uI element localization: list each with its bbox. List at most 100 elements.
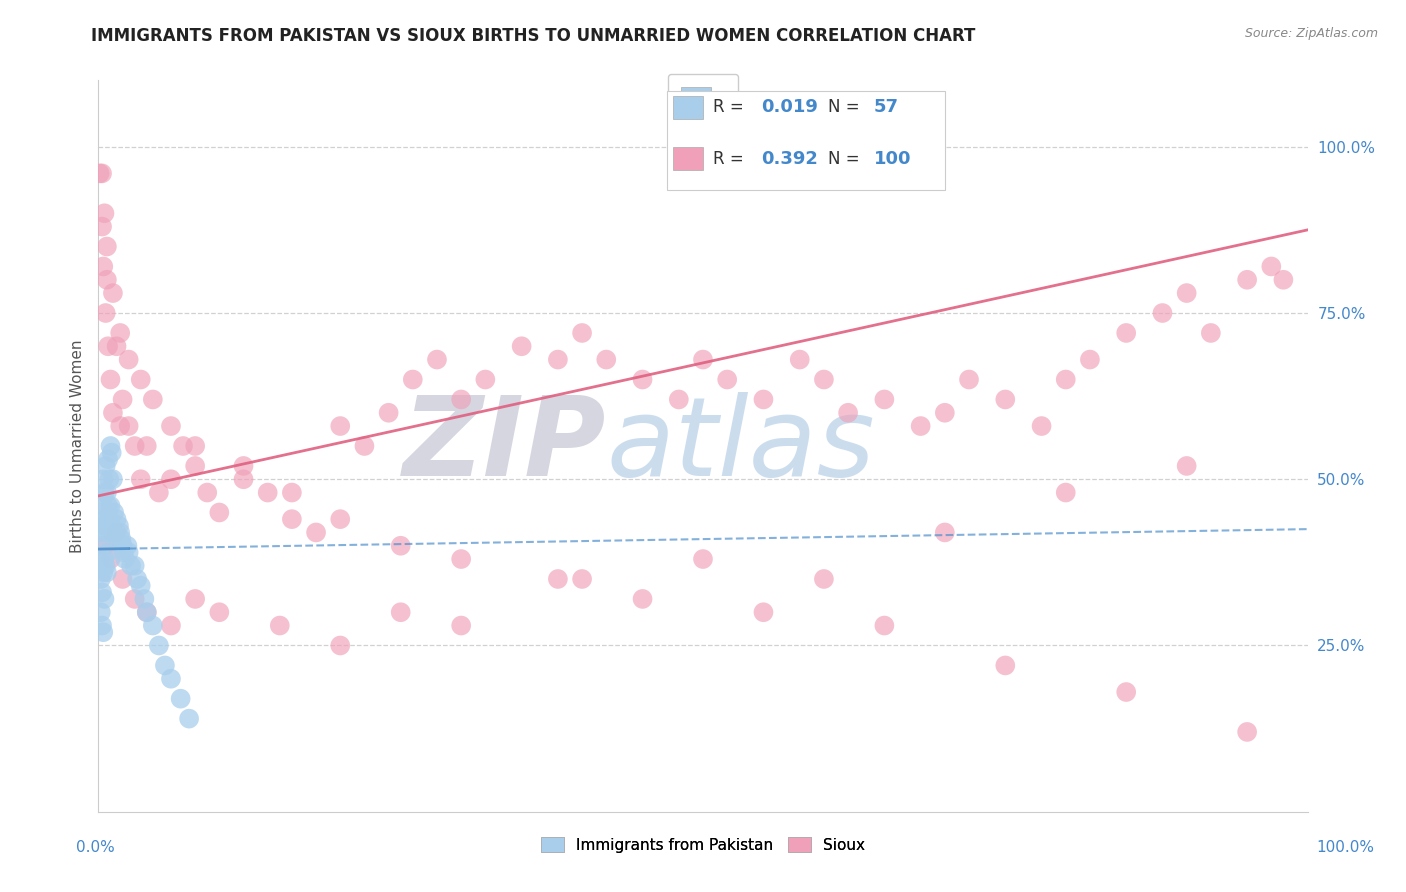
Point	[105, 525, 128, 540]
Point	[474, 372, 496, 386]
Point	[208, 605, 231, 619]
Point	[631, 591, 654, 606]
Point	[426, 352, 449, 367]
Point	[94, 512, 117, 526]
Point	[195, 485, 218, 500]
Point	[108, 326, 131, 340]
Point	[377, 406, 399, 420]
Text: Source: ZipAtlas.com: Source: ZipAtlas.com	[1244, 27, 1378, 40]
Point	[813, 372, 835, 386]
Point	[160, 618, 183, 632]
Point	[91, 625, 114, 640]
Point	[89, 552, 111, 566]
Point	[100, 499, 122, 513]
Point	[281, 512, 304, 526]
Point	[547, 352, 569, 367]
Point	[873, 618, 896, 632]
Point	[100, 372, 122, 386]
Point	[329, 639, 352, 653]
Point	[96, 239, 118, 253]
Point	[813, 572, 835, 586]
Point	[124, 558, 146, 573]
Point	[172, 439, 194, 453]
Point	[269, 618, 291, 632]
Point	[1236, 273, 1258, 287]
Point	[160, 419, 183, 434]
Point	[94, 306, 117, 320]
Point	[97, 545, 120, 559]
Point	[160, 472, 183, 486]
Point	[118, 419, 141, 434]
Point	[256, 485, 278, 500]
Point	[129, 372, 152, 386]
Text: 0.019: 0.019	[761, 98, 818, 116]
Point	[91, 260, 114, 274]
Text: N =: N =	[828, 150, 865, 168]
Point	[329, 512, 352, 526]
Text: 100: 100	[873, 150, 911, 168]
Point	[96, 273, 118, 287]
Point	[100, 552, 122, 566]
Point	[873, 392, 896, 407]
Point	[101, 472, 124, 486]
Point	[96, 525, 118, 540]
Point	[994, 392, 1017, 407]
Point	[111, 539, 134, 553]
Point	[108, 518, 131, 533]
Point	[120, 558, 142, 573]
Point	[98, 472, 121, 486]
Point	[90, 605, 112, 619]
Point	[631, 372, 654, 386]
Point	[184, 458, 207, 473]
Point	[184, 439, 207, 453]
Point	[692, 552, 714, 566]
Point	[668, 392, 690, 407]
Point	[1054, 485, 1077, 500]
Point	[1115, 685, 1137, 699]
Point	[450, 392, 472, 407]
Point	[305, 525, 328, 540]
Point	[98, 512, 121, 526]
Point	[91, 585, 114, 599]
Point	[1175, 286, 1198, 301]
Point	[692, 352, 714, 367]
Point	[957, 372, 980, 386]
Point	[135, 605, 157, 619]
Point	[135, 439, 157, 453]
Point	[105, 339, 128, 353]
Y-axis label: Births to Unmarried Women: Births to Unmarried Women	[69, 339, 84, 553]
Point	[90, 525, 112, 540]
Point	[510, 339, 533, 353]
Point	[1031, 419, 1053, 434]
Point	[110, 532, 132, 546]
Point	[571, 326, 593, 340]
Point	[112, 545, 135, 559]
Point	[117, 539, 139, 553]
Point	[547, 572, 569, 586]
Point	[101, 406, 124, 420]
Point	[127, 572, 149, 586]
Point	[96, 485, 118, 500]
Point	[93, 552, 115, 566]
Point	[571, 572, 593, 586]
Point	[124, 591, 146, 606]
Point	[789, 352, 811, 367]
Point	[118, 352, 141, 367]
Point	[716, 372, 738, 386]
Point	[94, 558, 117, 573]
Point	[1272, 273, 1295, 287]
Point	[389, 539, 412, 553]
Text: R =: R =	[713, 150, 748, 168]
Point	[105, 512, 128, 526]
Point	[752, 392, 775, 407]
Point	[97, 339, 120, 353]
Point	[91, 166, 114, 180]
Point	[93, 518, 115, 533]
Point	[89, 166, 111, 180]
Point	[104, 525, 127, 540]
Point	[595, 352, 617, 367]
Point	[134, 591, 156, 606]
Point	[450, 618, 472, 632]
Point	[93, 485, 115, 500]
Point	[91, 539, 114, 553]
